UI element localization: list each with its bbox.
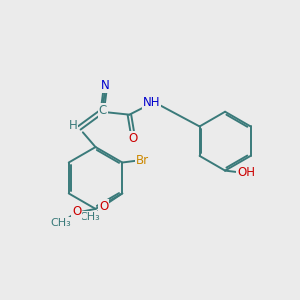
Text: NH: NH <box>143 96 160 110</box>
Text: O: O <box>99 200 108 213</box>
Text: CH₃: CH₃ <box>50 218 71 228</box>
Text: C: C <box>99 104 107 117</box>
Text: N: N <box>101 79 110 92</box>
Text: OH: OH <box>237 167 255 179</box>
Text: O: O <box>128 132 137 145</box>
Text: H: H <box>68 119 77 132</box>
Text: O: O <box>72 205 81 218</box>
Text: Br: Br <box>136 154 149 167</box>
Text: CH₃: CH₃ <box>79 212 100 222</box>
